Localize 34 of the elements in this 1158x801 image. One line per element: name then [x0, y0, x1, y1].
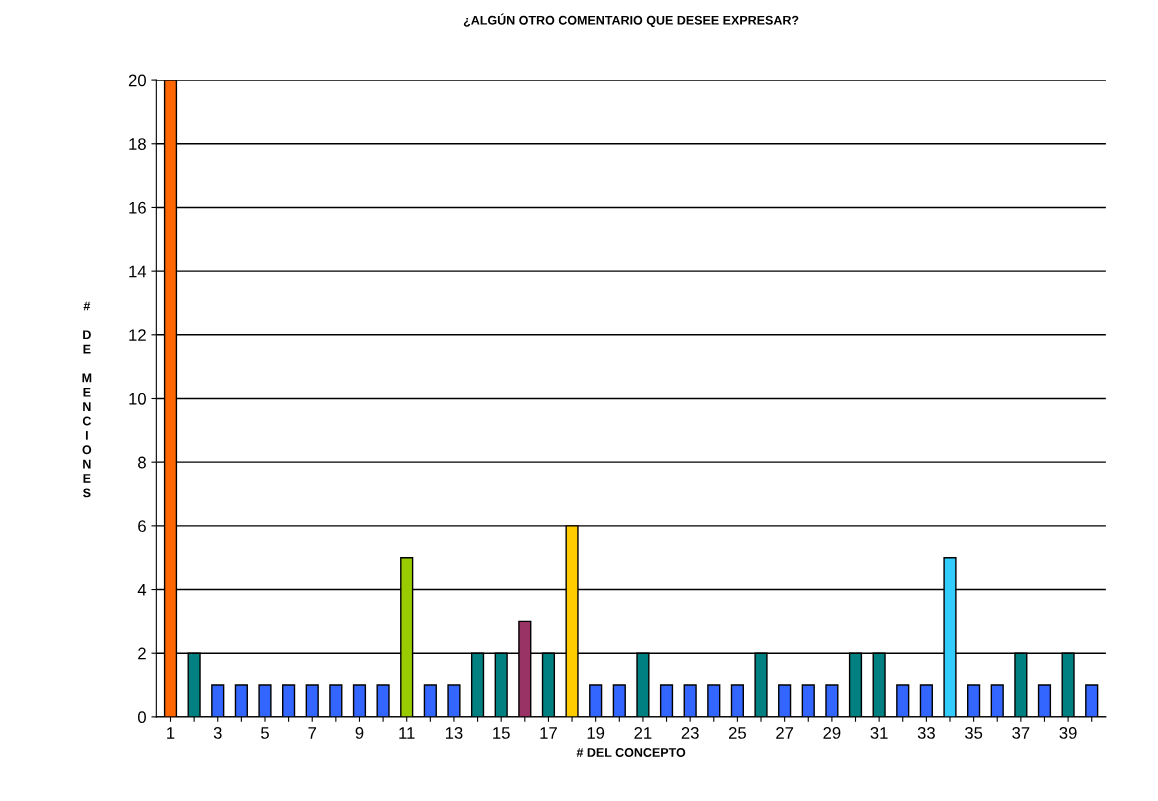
- x-tick-label: 15: [493, 727, 510, 739]
- y-tick-label: 0: [137, 711, 146, 724]
- x-tick-label: 5: [261, 727, 269, 739]
- x-tick-label: 33: [917, 727, 935, 739]
- x-tick-label: 11: [399, 727, 415, 739]
- x-tick-label: 29: [823, 727, 841, 739]
- x-tick-label: 39: [1059, 727, 1077, 739]
- x-tick-label: 37: [1012, 727, 1030, 739]
- x-axis-title: # DEL CONCEPTO: [576, 748, 686, 757]
- y-tick-label: 12: [129, 329, 146, 341]
- x-tick-label: 35: [964, 727, 983, 739]
- x-tick-label: 19: [587, 727, 605, 739]
- y-tick-label: 2: [138, 647, 146, 660]
- x-tick-label: 21: [634, 727, 652, 739]
- x-tick-label: 9: [355, 727, 364, 739]
- y-tick-label: 8: [138, 456, 146, 469]
- y-tick-label: 18: [129, 138, 146, 150]
- x-tick-label: 13: [445, 727, 463, 739]
- text: # DE MENCIONES: [82, 301, 92, 498]
- x-tick-label: 23: [681, 727, 699, 739]
- x-tick-label: 27: [776, 727, 794, 739]
- y-tick-label: 20: [128, 74, 146, 87]
- x-tick-label: 25: [728, 727, 746, 739]
- x-tick-label: 31: [870, 727, 888, 739]
- y-tick-label: 16: [129, 201, 146, 214]
- x-tick-label: 3: [213, 727, 222, 739]
- y-tick-label: 6: [138, 520, 146, 533]
- x-tick-label: 17: [540, 727, 557, 739]
- x-tick-label: 1: [167, 727, 175, 739]
- y-tick-label: 14: [129, 265, 147, 278]
- y-tick-label: 10: [129, 392, 146, 405]
- chart-title: ¿ALGÚN OTRO COMENTARIO QUE DESEE EXPRESAR?: [463, 13, 799, 27]
- x-tick-label: 7: [308, 727, 317, 739]
- y-tick-label: 4: [137, 584, 147, 596]
